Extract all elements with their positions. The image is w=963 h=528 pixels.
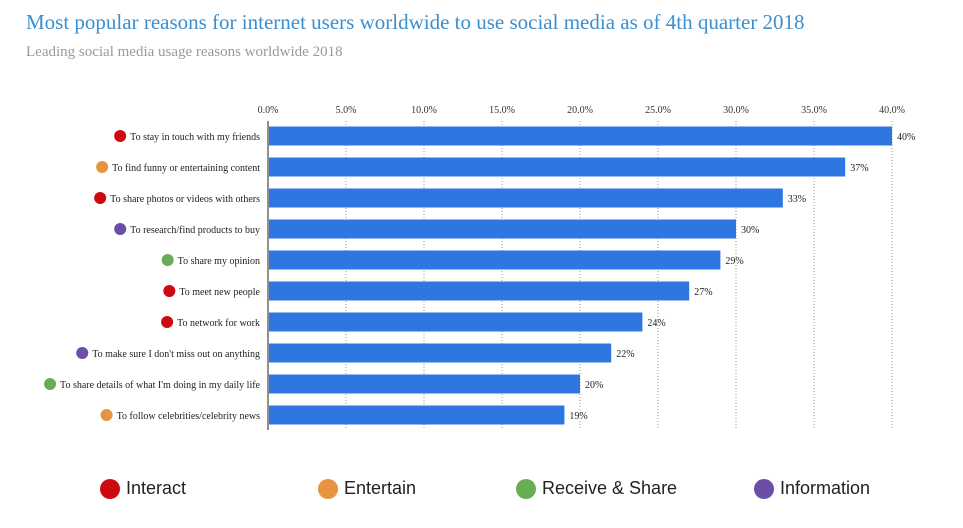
bar xyxy=(269,250,721,270)
bar-chart: 0.0% 5.0% 10.0% 15.0% 20.0% 25.0% 30.0% 35.0% 40… xyxy=(44,105,915,430)
bar xyxy=(269,312,643,332)
x-tick-label: 35.0% xyxy=(801,105,827,116)
bar xyxy=(269,405,565,425)
category-dot xyxy=(96,161,109,173)
category-dot xyxy=(44,378,57,390)
bar xyxy=(269,126,892,146)
value-label: 27% xyxy=(694,287,712,298)
legend: Interact Entertain Receive & Share Informat… xyxy=(0,478,963,502)
legend-label: Receive & Share xyxy=(542,478,678,498)
bar xyxy=(269,374,580,394)
value-label: 40% xyxy=(897,132,915,143)
category-label: To find funny or entertaining content xyxy=(112,163,260,174)
category-label: To meet new people xyxy=(179,287,260,298)
category-dot xyxy=(114,223,127,235)
legend-label: Entertain xyxy=(344,478,417,498)
category-label: To stay in touch with my friends xyxy=(130,132,260,143)
x-tick-label: 25.0% xyxy=(645,105,671,116)
x-tick-label: 40.0% xyxy=(879,105,905,116)
x-tick-label: 15.0% xyxy=(489,105,515,116)
category-label: To share my opinion xyxy=(178,256,260,267)
category-dot xyxy=(163,285,176,297)
category-dot xyxy=(100,409,113,421)
chart-subtitle: Leading social media usage reasons world… xyxy=(26,44,343,60)
legend-label: Interact xyxy=(126,478,187,498)
legend-dot xyxy=(100,478,120,499)
legend-item-receive-share: Receive & Share xyxy=(516,478,677,499)
category-dot xyxy=(114,130,127,142)
x-tick-label: 10.0% xyxy=(411,105,437,116)
bar xyxy=(269,219,736,239)
legend-dot xyxy=(318,478,338,499)
category-dot xyxy=(161,254,174,266)
category-label: To research/find products to buy xyxy=(130,225,260,236)
value-label: 19% xyxy=(569,411,587,422)
category-dot xyxy=(94,192,107,204)
value-label: 20% xyxy=(585,380,603,391)
legend-item-entertain: Entertain xyxy=(318,478,416,499)
x-tick-label: 30.0% xyxy=(723,105,749,116)
bar xyxy=(269,343,612,363)
legend-label: Information xyxy=(780,478,871,498)
x-tick-label: 20.0% xyxy=(567,105,593,116)
legend-dot xyxy=(516,478,536,499)
bar xyxy=(269,281,690,301)
value-label: 37% xyxy=(850,163,868,174)
chart-title: Most popular reasons for internet users … xyxy=(26,10,805,34)
category-label: To follow celebrities/celebrity news xyxy=(117,411,261,422)
legend-dot xyxy=(754,478,774,499)
category-label: To make sure I don't miss out on anythin… xyxy=(92,349,260,360)
x-tick-label: 5.0% xyxy=(336,105,357,116)
category-dot xyxy=(161,316,174,328)
bar xyxy=(269,188,783,208)
value-label: 29% xyxy=(725,256,743,267)
category-dot xyxy=(76,347,89,359)
value-label: 30% xyxy=(741,225,759,236)
category-label: To share details of what I'm doing in my… xyxy=(60,380,261,391)
x-tick-label: 0.0% xyxy=(258,105,279,116)
category-label: To share photos or videos with others xyxy=(110,194,260,205)
bar xyxy=(269,157,846,177)
legend-item-interact: Interact xyxy=(100,478,186,499)
value-label: 22% xyxy=(616,349,634,360)
value-label: 33% xyxy=(788,194,806,205)
legend-item-information: Information xyxy=(754,478,870,499)
category-label: To network for work xyxy=(177,318,260,329)
value-label: 24% xyxy=(647,318,665,329)
